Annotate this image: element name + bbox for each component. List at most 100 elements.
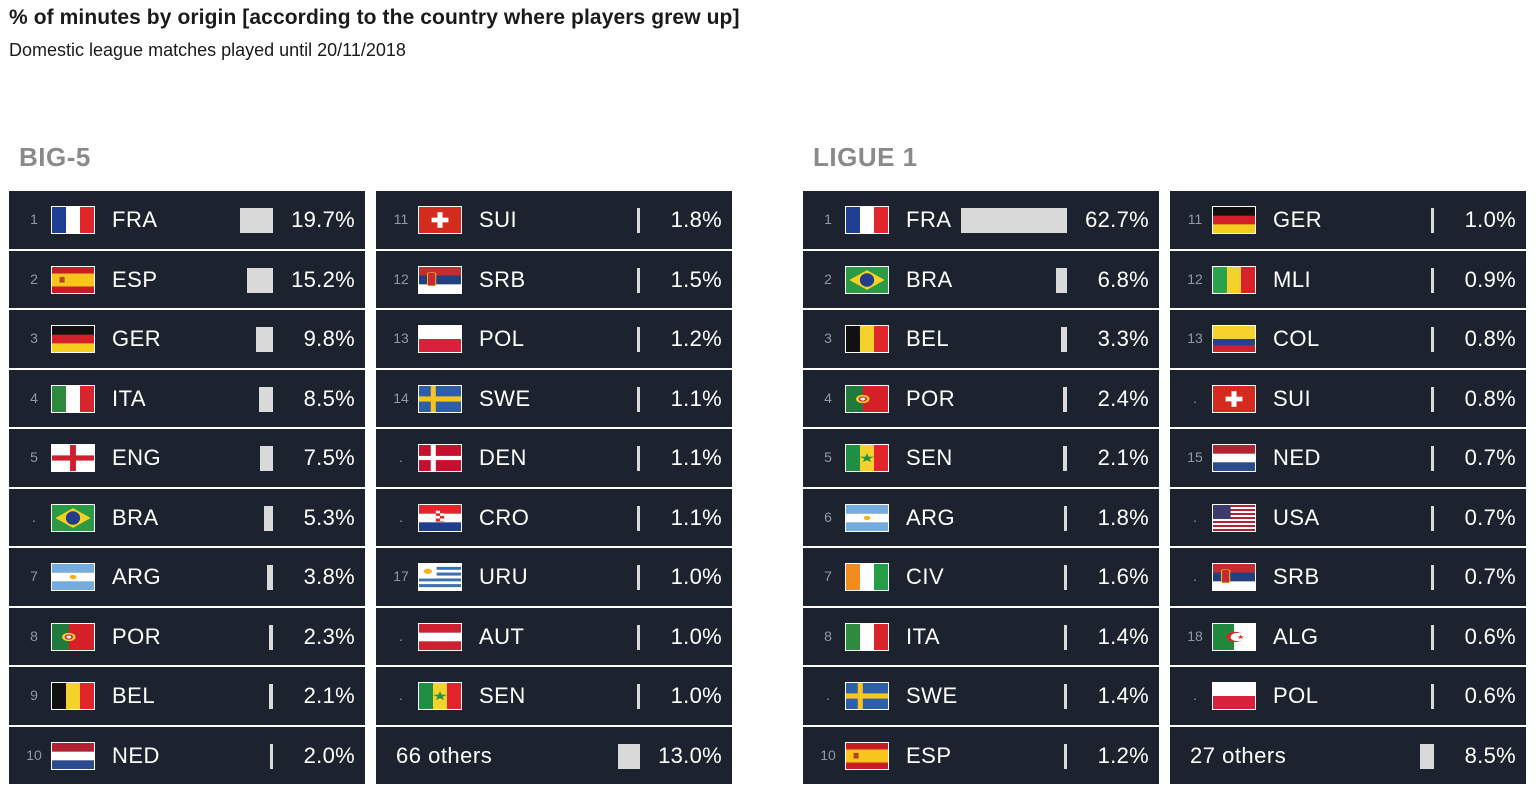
country-code: POL <box>479 326 525 351</box>
country-code: COL <box>1273 326 1320 351</box>
value-bar <box>269 743 273 769</box>
ranking-row: 1 FRA 19.7% <box>9 191 365 249</box>
rank-number: 11 <box>393 211 409 227</box>
ligue1-ranking-column-1: 1 FRA 62.7% 2 BRA 6.8% 3 BEL 3.3% 4 POR 2.4% 5 SEN 2.1… <box>803 191 1159 786</box>
rank-number: 10 <box>26 746 42 763</box>
value-bar <box>637 684 640 709</box>
value-label: 0.7% <box>1464 445 1516 470</box>
ranking-row: 17 URU 1.0% <box>376 548 732 606</box>
bra-flag-icon <box>51 503 95 532</box>
bel-flag-icon <box>51 682 95 710</box>
ranking-row: 10 ESP 1.2% <box>803 726 1159 784</box>
rank-number: . <box>1193 389 1197 406</box>
value-bar <box>961 208 1067 233</box>
country-code: SRB <box>1273 564 1320 589</box>
bel-flag-icon <box>845 325 889 353</box>
rank-number: 1 <box>30 211 38 227</box>
ranking-row: . SEN 1.0% <box>376 667 732 725</box>
esp-flag-icon <box>51 265 95 294</box>
rank-number: 9 <box>30 687 38 703</box>
ranking-row: 2 BRA 6.8% <box>803 250 1159 308</box>
value-label: 1.0% <box>670 623 722 649</box>
value-label: 7.5% <box>303 445 355 470</box>
ranking-row: 4 POR 2.4% <box>803 369 1159 427</box>
value-bar <box>1431 327 1434 352</box>
ranking-row: 12 SRB 1.5% <box>376 250 732 308</box>
ger-flag-icon <box>51 325 95 353</box>
value-label: 2.3% <box>303 623 355 649</box>
rank-number: 10 <box>820 746 836 763</box>
rank-number: 12 <box>1187 270 1203 287</box>
country-code: BEL <box>906 326 950 351</box>
value-bar <box>269 684 273 709</box>
ger-flag-icon <box>1212 206 1256 234</box>
value-label: 0.7% <box>1464 564 1516 589</box>
value-label: 0.6% <box>1464 683 1516 708</box>
ranking-row: 10 NED 2.0% <box>9 726 365 784</box>
swe-flag-icon <box>418 384 462 413</box>
country-code: ESP <box>906 742 952 768</box>
rank-number: 15 <box>1187 449 1203 465</box>
value-bar <box>1063 446 1067 471</box>
rank-number: 7 <box>824 568 832 584</box>
value-label: 1.1% <box>670 504 722 530</box>
ranking-row: 7 CIV 1.6% <box>803 548 1159 606</box>
alg-flag-icon <box>1212 622 1256 651</box>
ranking-row: 5 ENG 7.5% <box>9 429 365 487</box>
value-bar <box>239 208 273 233</box>
ranking-row: 14 SWE 1.1% <box>376 369 732 427</box>
rank-number: 7 <box>30 568 38 584</box>
rank-number: 4 <box>824 389 832 406</box>
value-bar <box>247 267 273 293</box>
rank-number: 6 <box>824 508 832 525</box>
srb-flag-icon <box>1212 563 1256 591</box>
ranking-row: 3 BEL 3.3% <box>803 310 1159 368</box>
ranking-row: 7 ARG 3.8% <box>9 548 365 606</box>
country-code: AUT <box>479 623 525 649</box>
rank-number: . <box>1193 568 1197 584</box>
country-code: SUI <box>479 207 518 232</box>
value-label: 15.2% <box>291 266 355 292</box>
value-label: 1.0% <box>670 683 722 708</box>
value-label: 0.8% <box>1464 326 1516 351</box>
ned-flag-icon <box>1212 444 1256 472</box>
country-code: GER <box>1273 207 1323 232</box>
uru-flag-icon <box>418 563 462 591</box>
country-code: ARG <box>112 564 162 589</box>
den-flag-icon <box>418 444 462 472</box>
por-flag-icon <box>51 622 95 651</box>
ranking-row: 11 GER 1.0% <box>1170 191 1526 249</box>
ranking-row: 2 ESP 15.2% <box>9 250 365 308</box>
value-bar <box>1431 505 1434 531</box>
value-label: 3.8% <box>303 564 355 589</box>
value-label: 1.6% <box>1097 564 1149 589</box>
ned-flag-icon <box>51 741 95 770</box>
country-code: SRB <box>479 266 526 292</box>
value-bar <box>637 267 640 293</box>
value-bar <box>1431 267 1434 293</box>
rank-number: 14 <box>393 389 409 406</box>
rank-number: 5 <box>824 449 832 465</box>
sui-flag-icon <box>418 206 462 234</box>
value-bar <box>637 505 640 531</box>
ranking-row: 1 FRA 62.7% <box>803 191 1159 249</box>
ligue1-ranking-column-2: 11 GER 1.0% 12 MLI 0.9% 13 COL 0.8%. SUI 0.8% 15 NED… <box>1170 191 1526 786</box>
ranking-row: . SRB 0.7% <box>1170 548 1526 606</box>
ranking-row: 13 POL 1.2% <box>376 310 732 368</box>
eng-flag-icon <box>51 444 95 472</box>
value-bar <box>637 386 640 412</box>
ranking-row: . DEN 1.1% <box>376 429 732 487</box>
rank-number: 13 <box>1187 330 1203 346</box>
value-bar <box>637 624 640 650</box>
value-bar <box>1064 565 1067 590</box>
country-code: POR <box>906 385 956 411</box>
ranking-row: . SUI 0.8% <box>1170 369 1526 427</box>
arg-flag-icon <box>51 563 95 591</box>
value-label: 1.8% <box>1097 504 1149 530</box>
pol-flag-icon <box>418 325 462 353</box>
mli-flag-icon <box>1212 265 1256 294</box>
ranking-row: 13 COL 0.8% <box>1170 310 1526 368</box>
rank-number: 2 <box>30 270 38 287</box>
value-label: 1.8% <box>670 207 722 232</box>
rank-number: . <box>399 449 403 465</box>
